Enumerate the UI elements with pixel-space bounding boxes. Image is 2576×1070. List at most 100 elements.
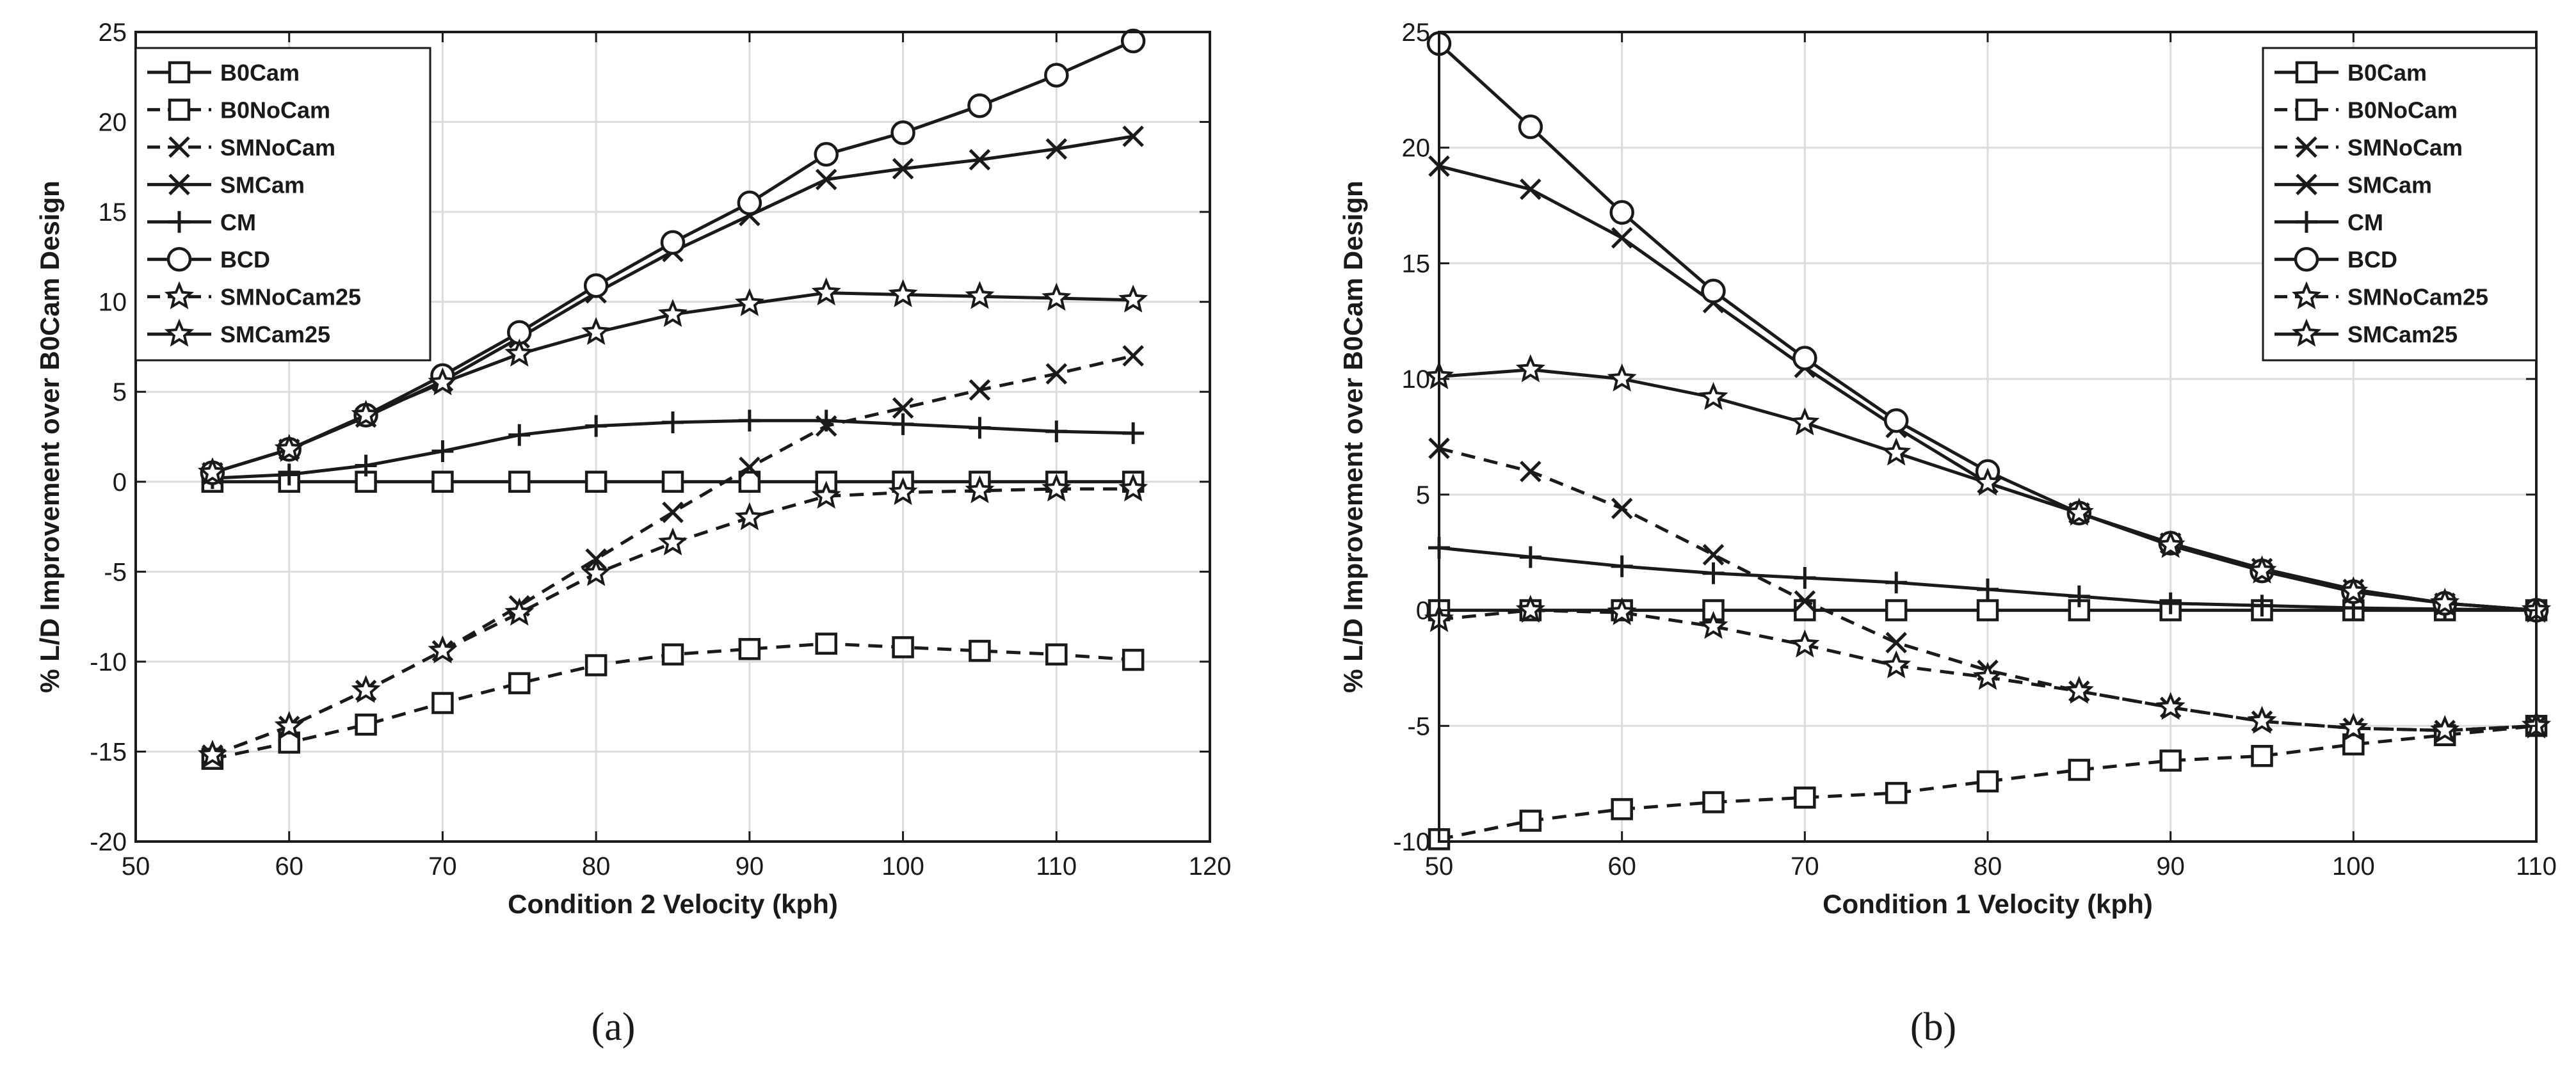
chart1-legend-item-smcam25: SMCam25: [147, 318, 330, 347]
chart1-point-b0nocam: [661, 643, 684, 666]
chart2-point-cm: [1702, 562, 1725, 584]
chart2-point-b0nocam: [1885, 781, 1908, 804]
chart1-legend-label-cm: CM: [220, 209, 256, 236]
chart2-point-smnocam: [1794, 590, 1816, 612]
chart1-panel-label: (a): [592, 1005, 636, 1049]
chart1-point-smnocam25: [1042, 473, 1072, 502]
chart1-legend-marker-smcam25: [164, 318, 195, 347]
chart1-legend-box: [134, 47, 431, 362]
chart2-point-smcam: [1611, 227, 1633, 249]
chart1-x-tick-label: 100: [881, 852, 924, 881]
chart1-point-smnocam: [969, 379, 991, 401]
chart1-y-axis-title: % L/D Improvement over B0Cam Design: [35, 180, 65, 693]
chart1-y-tick-label: 25: [99, 19, 127, 47]
chart1-point-b0cam: [584, 470, 608, 493]
chart1-point-smcam25: [274, 433, 304, 462]
chart1-point-smnocam25: [965, 475, 995, 504]
chart2-legend: B0Cam B0NoCam SMNoCam SMCam CM BCD SMNoCam25 SM…: [2262, 47, 2538, 362]
chart2-panel-label: (b): [1910, 1005, 1956, 1049]
chart2-y-tick-label: 5: [1416, 481, 1430, 509]
chart1-y-tick-label: -5: [104, 558, 127, 586]
chart1-point-smnocam25: [504, 597, 535, 626]
chart2-point-b0nocam: [2251, 745, 2273, 767]
chart2-series-b0nocam: [1428, 715, 2548, 850]
chart1-point-cm: [892, 413, 914, 435]
chart2-y-axis-title: % L/D Improvement over B0Cam Design: [1338, 180, 1368, 693]
chart1-point-cm: [355, 454, 377, 477]
chart2-point-cm: [1794, 566, 1816, 589]
chart2-point-bcd: [1792, 346, 1817, 371]
chart2-point-b0nocam: [1519, 810, 1542, 832]
chart1-point-b0cam: [508, 470, 531, 493]
chart1-y-tick-label: 0: [113, 468, 127, 497]
chart2-legend-label-smnocam: SMNoCam: [2347, 134, 2463, 161]
chart2-legend-marker-smnocam25: [2291, 281, 2322, 310]
chart1-point-smnocam25: [351, 675, 381, 703]
chart1-point-b0cam: [355, 470, 377, 493]
chart2-legend-item-smcam25: SMCam25: [2274, 318, 2458, 347]
chart1-point-smnocam25: [428, 635, 458, 664]
chart1-point-smcam25: [811, 277, 841, 306]
chart1-x-tick-label: 90: [736, 852, 764, 881]
chart1-point-smnocam: [662, 501, 684, 523]
chart1-x-tick-label: 60: [275, 852, 303, 881]
chart-panel-a: 50 60 70 80 90 100 110 120 -20 -15 -10 -5 0 5 10 15 20 25…: [35, 19, 1231, 1049]
chart1-point-b0nocam: [584, 654, 608, 676]
chart2-point-smnocam: [1520, 460, 1542, 483]
chart1-point-smcam25: [734, 288, 764, 317]
chart2-point-b0cam: [1976, 599, 1999, 621]
chart1-point-smnocam25: [581, 557, 611, 586]
chart1-point-b0nocam: [815, 632, 837, 655]
chart2-point-smnocam25: [1790, 629, 1820, 658]
chart2-x-tick-label: 70: [1791, 852, 1819, 881]
chart2-y-tick-label: 10: [1402, 365, 1431, 394]
chart1-legend-label-bcd: BCD: [220, 246, 270, 273]
chart1-point-b0nocam: [431, 692, 454, 714]
chart1-series-b0nocam: [201, 632, 1145, 770]
chart2-point-bcd: [1701, 278, 1726, 304]
chart1-axes-frame: [134, 31, 1211, 843]
chart1-point-cm: [1045, 420, 1068, 443]
chart1-point-cm: [815, 410, 837, 432]
chart1-legend-marker-smnocam: [168, 136, 190, 158]
chart2-point-cm: [2251, 595, 2273, 617]
chart2-x-tick-label: 80: [1974, 852, 2002, 881]
chart1-point-b0cam: [431, 470, 454, 493]
chart1-y-tick-label: 10: [99, 289, 127, 317]
chart1-point-smnocam25: [1118, 473, 1148, 502]
chart2-legend-item-smnocam: SMNoCam: [2274, 134, 2463, 161]
chart1-point-bcd: [1120, 28, 1146, 54]
chart1-legend-label-smnocam: SMNoCam: [220, 134, 335, 161]
chart2-point-smnocam25: [2339, 712, 2369, 741]
chart1-point-cm: [585, 415, 608, 437]
chart1-point-smcam: [892, 157, 914, 180]
chart1-point-cm: [969, 417, 991, 439]
chart1-y-tick-label: 5: [113, 378, 127, 406]
chart2-point-smnocam: [1885, 632, 1907, 653]
chart1-point-cm: [662, 411, 684, 434]
chart1-legend-marker-b0nocam: [168, 99, 191, 121]
chart1-x-tick-label: 80: [582, 852, 611, 881]
chart1-point-smcam25: [657, 299, 688, 327]
chart2-point-smnocam25: [1515, 595, 1545, 623]
chart1-point-b0nocam: [969, 639, 991, 662]
chart2-y-tick-label: -10: [1393, 828, 1430, 856]
chart2-legend-marker-bcd: [2294, 246, 2319, 272]
chart2-x-tick-label: 50: [1425, 852, 1454, 881]
chart2-legend-item-bcd: BCD: [2274, 246, 2397, 273]
chart1-x-tick-label: 110: [1036, 852, 1077, 881]
chart2-y-tick-label: 15: [1402, 250, 1431, 278]
chart2-point-smcam25: [2430, 587, 2460, 616]
chart1-point-bcd: [737, 190, 762, 216]
chart2-series-cm: [1428, 536, 2547, 621]
chart2-point-b0nocam: [1976, 770, 1999, 793]
chart2-point-smcam: [1520, 179, 1542, 200]
chart1-point-smcam25: [581, 317, 611, 346]
chart2-point-cm: [1977, 579, 1999, 601]
chart1-x-axis-title: Condition 2 Velocity (kph): [508, 889, 838, 919]
chart1-point-smnocam25: [888, 477, 918, 506]
chart1-y-tick-label: -20: [90, 828, 127, 856]
chart2-point-bcd: [1518, 114, 1543, 140]
chart1-point-smnocam25: [734, 502, 764, 531]
chart1-point-smcam25: [504, 338, 535, 367]
